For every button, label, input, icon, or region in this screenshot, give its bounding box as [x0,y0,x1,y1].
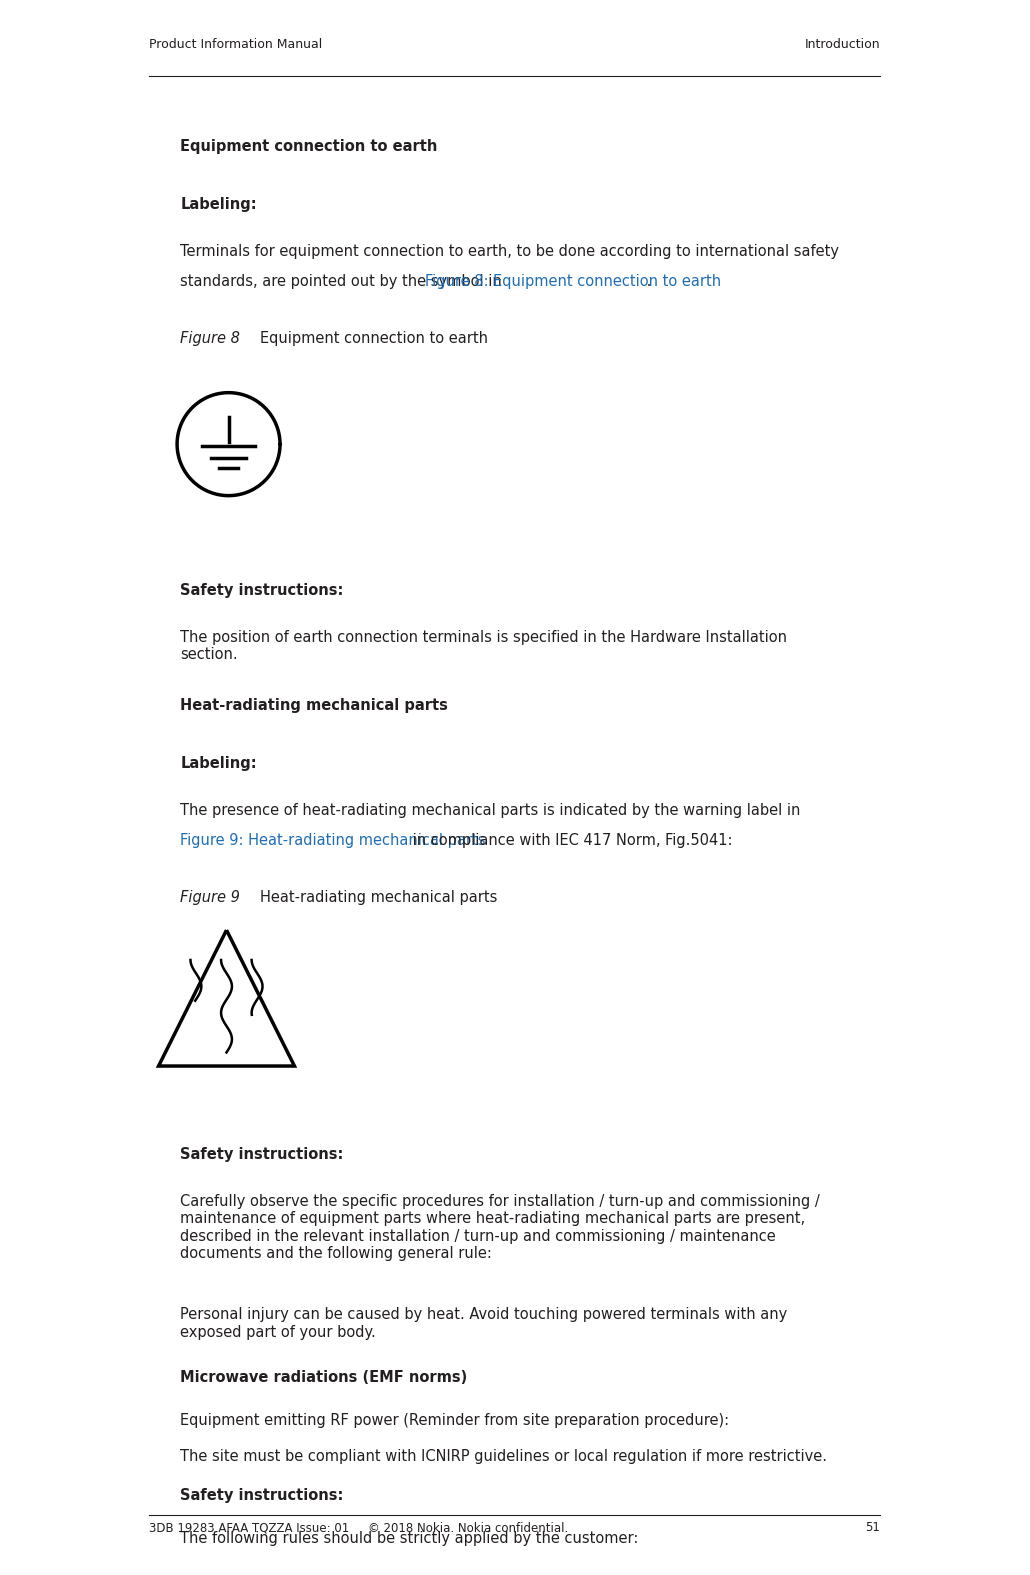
Text: Product Information Manual: Product Information Manual [149,38,322,50]
Text: Carefully observe the specific procedures for installation / turn-up and commiss: Carefully observe the specific procedure… [180,1194,820,1262]
Text: Labeling:: Labeling: [180,197,256,213]
Text: .: . [642,274,651,290]
Text: Safety instructions:: Safety instructions: [180,1488,344,1504]
Text: Heat-radiating mechanical parts: Heat-radiating mechanical parts [180,698,448,713]
Text: The presence of heat-radiating mechanical parts is indicated by the warning labe: The presence of heat-radiating mechanica… [180,803,800,819]
Text: standards, are pointed out by the symbol in: standards, are pointed out by the symbol… [180,274,507,290]
Text: Equipment connection to earth: Equipment connection to earth [180,139,438,154]
Text: Labeling:: Labeling: [180,756,256,772]
Text: Terminals for equipment connection to earth, to be done according to internation: Terminals for equipment connection to ea… [180,244,839,260]
Text: Figure 9: Figure 9 [180,890,240,906]
Text: Figure 8: Figure 8 [180,331,240,346]
Text: The following rules should be strictly applied by the customer:: The following rules should be strictly a… [180,1531,639,1547]
Text: Equipment connection to earth: Equipment connection to earth [261,331,488,346]
Text: Safety instructions:: Safety instructions: [180,583,344,598]
Text: in compliance with IEC 417 Norm, Fig.5041:: in compliance with IEC 417 Norm, Fig.504… [408,833,732,849]
Text: 51: 51 [865,1521,881,1534]
Text: Microwave radiations (EMF norms): Microwave radiations (EMF norms) [180,1370,468,1386]
Text: The site must be compliant with ICNIRP guidelines or local regulation if more re: The site must be compliant with ICNIRP g… [180,1449,827,1465]
Text: Equipment emitting RF power (Reminder from site preparation procedure):: Equipment emitting RF power (Reminder fr… [180,1413,729,1429]
Text: Figure 8: Equipment connection to earth: Figure 8: Equipment connection to earth [424,274,721,290]
Text: The position of earth connection terminals is specified in the Hardware Installa: The position of earth connection termina… [180,630,787,663]
Text: 3DB 19283 AFAA TQZZA Issue: 01     © 2018 Nokia. Nokia confidential.: 3DB 19283 AFAA TQZZA Issue: 01 © 2018 No… [149,1521,569,1534]
Text: Personal injury can be caused by heat. Avoid touching powered terminals with any: Personal injury can be caused by heat. A… [180,1307,787,1340]
Text: Figure 9: Heat-radiating mechanical parts: Figure 9: Heat-radiating mechanical part… [180,833,486,849]
Text: Heat-radiating mechanical parts: Heat-radiating mechanical parts [261,890,497,906]
Text: Safety instructions:: Safety instructions: [180,1147,344,1162]
Text: Introduction: Introduction [804,38,881,50]
